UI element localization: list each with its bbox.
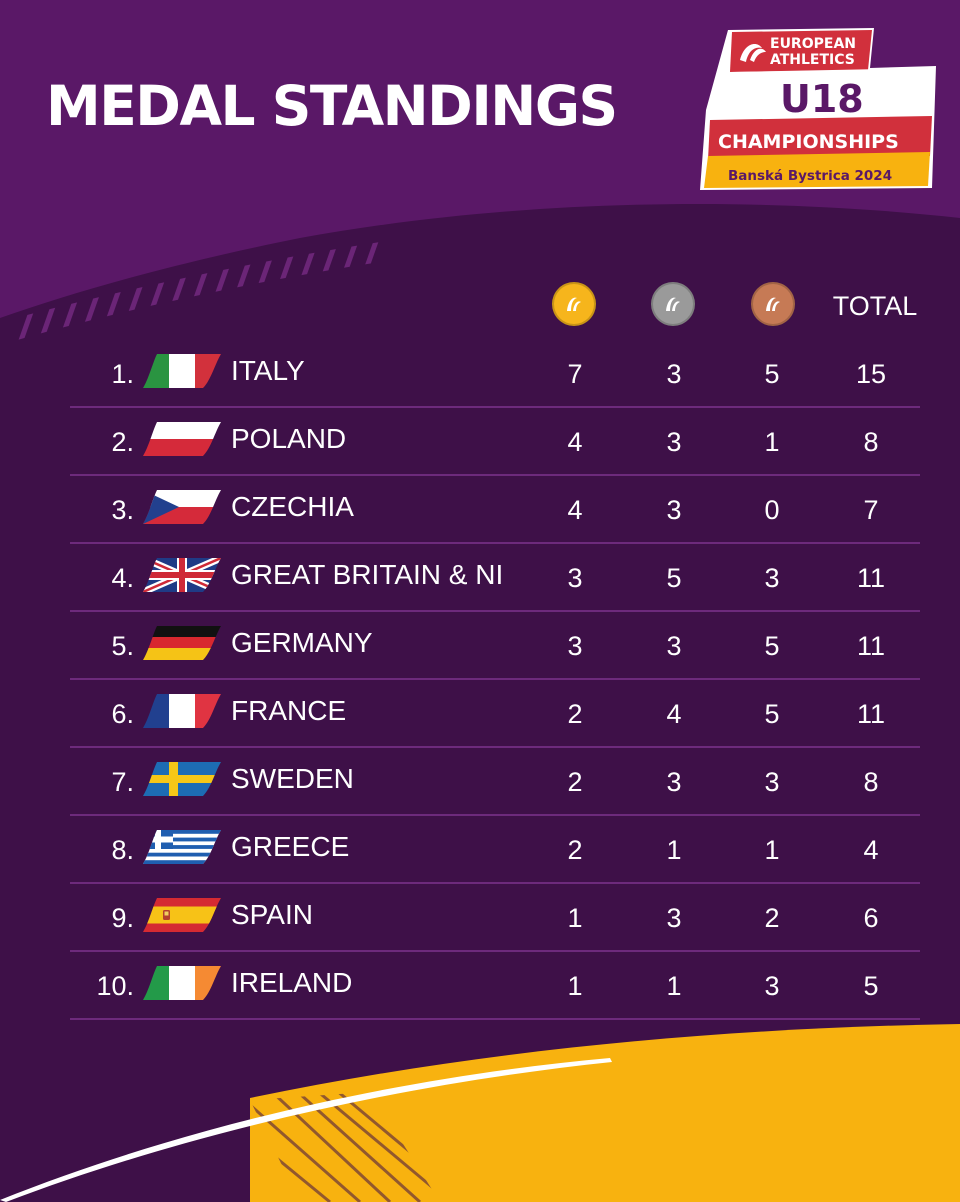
total-count: 11 — [856, 631, 886, 661]
total-count: 8 — [863, 767, 879, 797]
great-britain-flag-icon — [143, 558, 221, 592]
table-row: 9. SPAIN 1 3 2 6 — [70, 884, 920, 952]
championship-logo: EUROPEAN ATHLETICS U18 CHAMPIONSHIPS Ban… — [700, 28, 936, 190]
spain-flag-icon — [143, 898, 221, 932]
rank: 1. — [111, 359, 134, 389]
medal-table: 1. ITALY 7 3 5 15 2. POLAND 4 3 1 8 3. C… — [70, 340, 920, 1020]
silver-count: 4 — [666, 699, 682, 729]
bronze-count: 5 — [764, 359, 780, 389]
country-name: GREECE — [231, 831, 350, 862]
table-header: TOTAL — [70, 280, 920, 330]
svg-text:ATHLETICS: ATHLETICS — [770, 52, 855, 68]
table-row: 4. GREAT BRITAIN & NI 3 5 3 11 — [70, 544, 920, 612]
total-count: 8 — [863, 427, 879, 457]
rank: 5. — [111, 631, 134, 661]
silver-count: 3 — [666, 767, 682, 797]
germany-flag-icon — [143, 626, 221, 660]
bronze-count: 5 — [764, 699, 780, 729]
bronze-count: 0 — [764, 495, 780, 525]
ireland-flag-icon — [143, 966, 221, 1000]
country-name: POLAND — [231, 423, 347, 454]
table-row: 2. POLAND 4 3 1 8 — [70, 408, 920, 476]
table-row: 3. CZECHIA 4 3 0 7 — [70, 476, 920, 544]
rank: 7. — [111, 767, 134, 797]
rank: 2. — [111, 427, 134, 457]
bottom-yellow-shape — [250, 1024, 960, 1202]
silver-medal-icon — [651, 282, 695, 326]
czechia-flag-icon — [143, 490, 221, 524]
silver-count: 3 — [666, 903, 682, 933]
country-name: CZECHIA — [231, 491, 354, 522]
silver-count: 1 — [666, 971, 682, 1001]
greece-flag-icon — [143, 830, 221, 864]
rank: 3. — [111, 495, 134, 525]
bronze-count: 3 — [764, 767, 780, 797]
total-header: TOTAL — [832, 291, 918, 321]
silver-count: 3 — [666, 427, 682, 457]
svg-text:EUROPEAN: EUROPEAN — [770, 36, 856, 52]
bronze-count: 3 — [764, 971, 780, 1001]
total-count: 5 — [863, 971, 879, 1001]
table-row: 8. GREECE 2 1 1 4 — [70, 816, 920, 884]
gold-count: 7 — [567, 359, 583, 389]
rank: 10. — [96, 971, 134, 1001]
gold-count: 2 — [567, 835, 583, 865]
total-count: 6 — [863, 903, 879, 933]
total-count: 11 — [856, 563, 886, 593]
table-row: 10. IRELAND 1 1 3 5 — [70, 952, 920, 1020]
bronze-count: 1 — [764, 427, 780, 457]
page-title: MEDAL STANDINGS — [46, 74, 618, 138]
italy-flag-icon — [143, 354, 221, 388]
silver-count: 5 — [666, 563, 682, 593]
country-name: GERMANY — [231, 627, 373, 658]
poland-flag-icon — [143, 422, 221, 456]
total-count: 4 — [863, 835, 879, 865]
silver-count: 3 — [666, 359, 682, 389]
gold-count: 1 — [567, 903, 583, 933]
country-name: IRELAND — [231, 967, 353, 998]
silver-count: 3 — [666, 631, 682, 661]
gold-count: 4 — [567, 495, 583, 525]
country-name: SPAIN — [231, 899, 313, 930]
gold-count: 4 — [567, 427, 583, 457]
table-row: 1. ITALY 7 3 5 15 — [70, 340, 920, 408]
svg-text:CHAMPIONSHIPS: CHAMPIONSHIPS — [718, 131, 899, 153]
rank: 6. — [111, 699, 134, 729]
table-row: 7. SWEDEN 2 3 3 8 — [70, 748, 920, 816]
country-name: FRANCE — [231, 695, 347, 726]
gold-count: 2 — [567, 767, 583, 797]
bronze-count: 5 — [764, 631, 780, 661]
svg-text:U18: U18 — [780, 77, 864, 121]
country-name: SWEDEN — [231, 763, 354, 794]
total-count: 11 — [856, 699, 886, 729]
bronze-count: 2 — [764, 903, 780, 933]
bronze-count: 1 — [764, 835, 780, 865]
france-flag-icon — [143, 694, 221, 728]
gold-count: 2 — [567, 699, 583, 729]
silver-count: 3 — [666, 495, 682, 525]
rank: 4. — [111, 563, 134, 593]
rank: 8. — [111, 835, 134, 865]
gold-medal-icon — [552, 282, 596, 326]
country-name: GREAT BRITAIN & NI — [231, 559, 504, 590]
bronze-count: 3 — [764, 563, 780, 593]
silver-count: 1 — [666, 835, 682, 865]
athletics-logo-icon — [740, 44, 766, 62]
total-count: 7 — [863, 495, 879, 525]
country-name: ITALY — [231, 355, 305, 386]
bronze-medal-icon — [751, 282, 795, 326]
sweden-flag-icon — [143, 762, 221, 796]
svg-text:Banská Bystrica 2024: Banská Bystrica 2024 — [728, 168, 892, 184]
gold-count: 3 — [567, 563, 583, 593]
gold-count: 1 — [567, 971, 583, 1001]
total-count: 15 — [855, 359, 887, 389]
rank: 9. — [111, 903, 134, 933]
table-row: 5. GERMANY 3 3 5 11 — [70, 612, 920, 680]
gold-count: 3 — [567, 631, 583, 661]
table-row: 6. FRANCE 2 4 5 11 — [70, 680, 920, 748]
